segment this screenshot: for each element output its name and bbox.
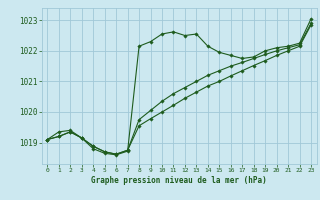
X-axis label: Graphe pression niveau de la mer (hPa): Graphe pression niveau de la mer (hPa) [91,176,267,185]
